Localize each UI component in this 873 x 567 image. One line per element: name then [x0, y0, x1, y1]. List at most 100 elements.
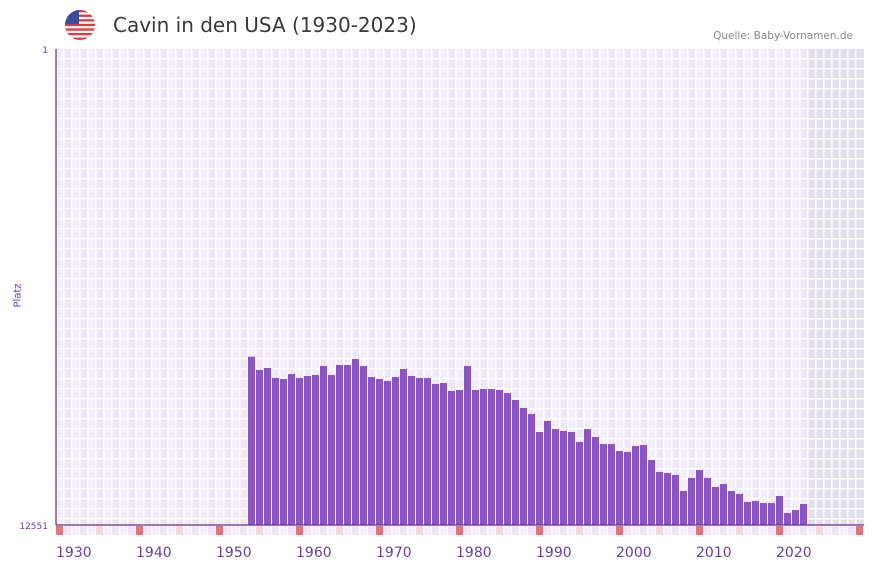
year-cell — [224, 526, 231, 535]
bar-1972 — [392, 377, 399, 525]
year-cell — [400, 526, 407, 535]
grid-line — [95, 49, 97, 525]
grid-line — [56, 98, 864, 100]
grid-column — [472, 49, 480, 525]
grid-line — [511, 49, 513, 525]
grid-column — [296, 49, 304, 525]
year-cell — [208, 526, 215, 535]
x-tick-label: 1980 — [456, 545, 492, 561]
year-cell — [360, 526, 367, 535]
grid-line — [751, 49, 753, 525]
bar-2016 — [744, 502, 751, 525]
grid-column — [536, 49, 544, 525]
grid-line — [239, 49, 241, 525]
bar-1961 — [304, 376, 311, 525]
source-link[interactable]: Quelle: Baby-Vornamen.de — [713, 30, 853, 42]
grid-column — [400, 49, 408, 525]
grid-line — [56, 138, 864, 140]
bar-1969 — [368, 377, 375, 525]
year-cell — [280, 526, 287, 535]
bar-1996 — [584, 429, 591, 525]
grid-line — [56, 198, 864, 200]
grid-line — [711, 49, 713, 525]
grid-column — [568, 49, 576, 525]
bar-1987 — [512, 399, 519, 525]
grid-column — [432, 49, 440, 525]
grid-line — [56, 78, 864, 80]
grid-line — [839, 49, 841, 525]
grid-column — [808, 49, 816, 525]
x-tick-label: 2020 — [776, 545, 812, 561]
bar-2023 — [800, 504, 807, 525]
bar-2020 — [776, 496, 783, 525]
year-cell — [752, 526, 759, 535]
bar-2008 — [680, 491, 687, 525]
grid-column — [240, 49, 248, 525]
grid-column — [552, 49, 560, 525]
grid-line — [56, 58, 864, 60]
year-cell — [448, 526, 455, 535]
year-cell — [72, 526, 79, 535]
year-cell — [760, 526, 767, 535]
grid-line — [399, 49, 401, 525]
grid-line — [519, 49, 521, 525]
bar-1993 — [560, 431, 567, 525]
grid-column — [224, 49, 232, 525]
grid-column — [584, 49, 592, 525]
year-cell — [744, 526, 751, 535]
grid-line — [207, 49, 209, 525]
grid-line — [56, 388, 864, 390]
year-marker-1990 — [536, 526, 543, 535]
grid-column — [752, 49, 760, 525]
year-cell — [720, 526, 727, 535]
bar-2003 — [640, 445, 647, 525]
year-cell — [480, 526, 487, 535]
grid-column — [72, 49, 80, 525]
grid-line — [495, 49, 497, 525]
year-cell — [600, 526, 607, 535]
bar-1985 — [496, 390, 503, 525]
bar-1957 — [272, 377, 279, 525]
grid-line — [191, 49, 193, 525]
grid-line — [56, 248, 864, 250]
grid-line — [56, 238, 864, 240]
grid-line — [831, 49, 833, 525]
grid-line — [823, 49, 825, 525]
year-cell — [128, 526, 135, 535]
grid-line — [535, 49, 537, 525]
bar-2011 — [704, 478, 711, 525]
bar-1990 — [536, 431, 543, 525]
grid-line — [655, 49, 657, 525]
bar-2014 — [728, 491, 735, 525]
year-cell — [568, 526, 575, 535]
bar-1992 — [552, 429, 559, 525]
grid-line — [663, 49, 665, 525]
bar-1979 — [448, 390, 455, 525]
grid-line — [543, 49, 545, 525]
grid-line — [56, 158, 864, 160]
grid-column — [440, 49, 448, 525]
bar-2012 — [712, 486, 719, 525]
grid-line — [303, 49, 305, 525]
grid-line — [223, 49, 225, 525]
bar-1988 — [520, 407, 527, 525]
grid-column — [824, 49, 832, 525]
grid-line — [647, 49, 649, 525]
year-cell — [64, 526, 71, 535]
year-cell — [848, 526, 855, 535]
grid-line — [56, 368, 864, 370]
x-tick-label: 1950 — [216, 545, 252, 561]
grid-line — [56, 188, 864, 190]
grid-column — [616, 49, 624, 525]
grid-column — [192, 49, 200, 525]
year-cell — [640, 526, 647, 535]
bar-1970 — [376, 379, 383, 525]
grid-line — [127, 49, 129, 525]
year-cell — [368, 526, 375, 535]
year-cell — [504, 526, 511, 535]
grid-column — [120, 49, 128, 525]
grid-column — [312, 49, 320, 525]
grid-line — [56, 148, 864, 150]
year-cell — [88, 526, 95, 535]
grid-line — [56, 298, 864, 300]
